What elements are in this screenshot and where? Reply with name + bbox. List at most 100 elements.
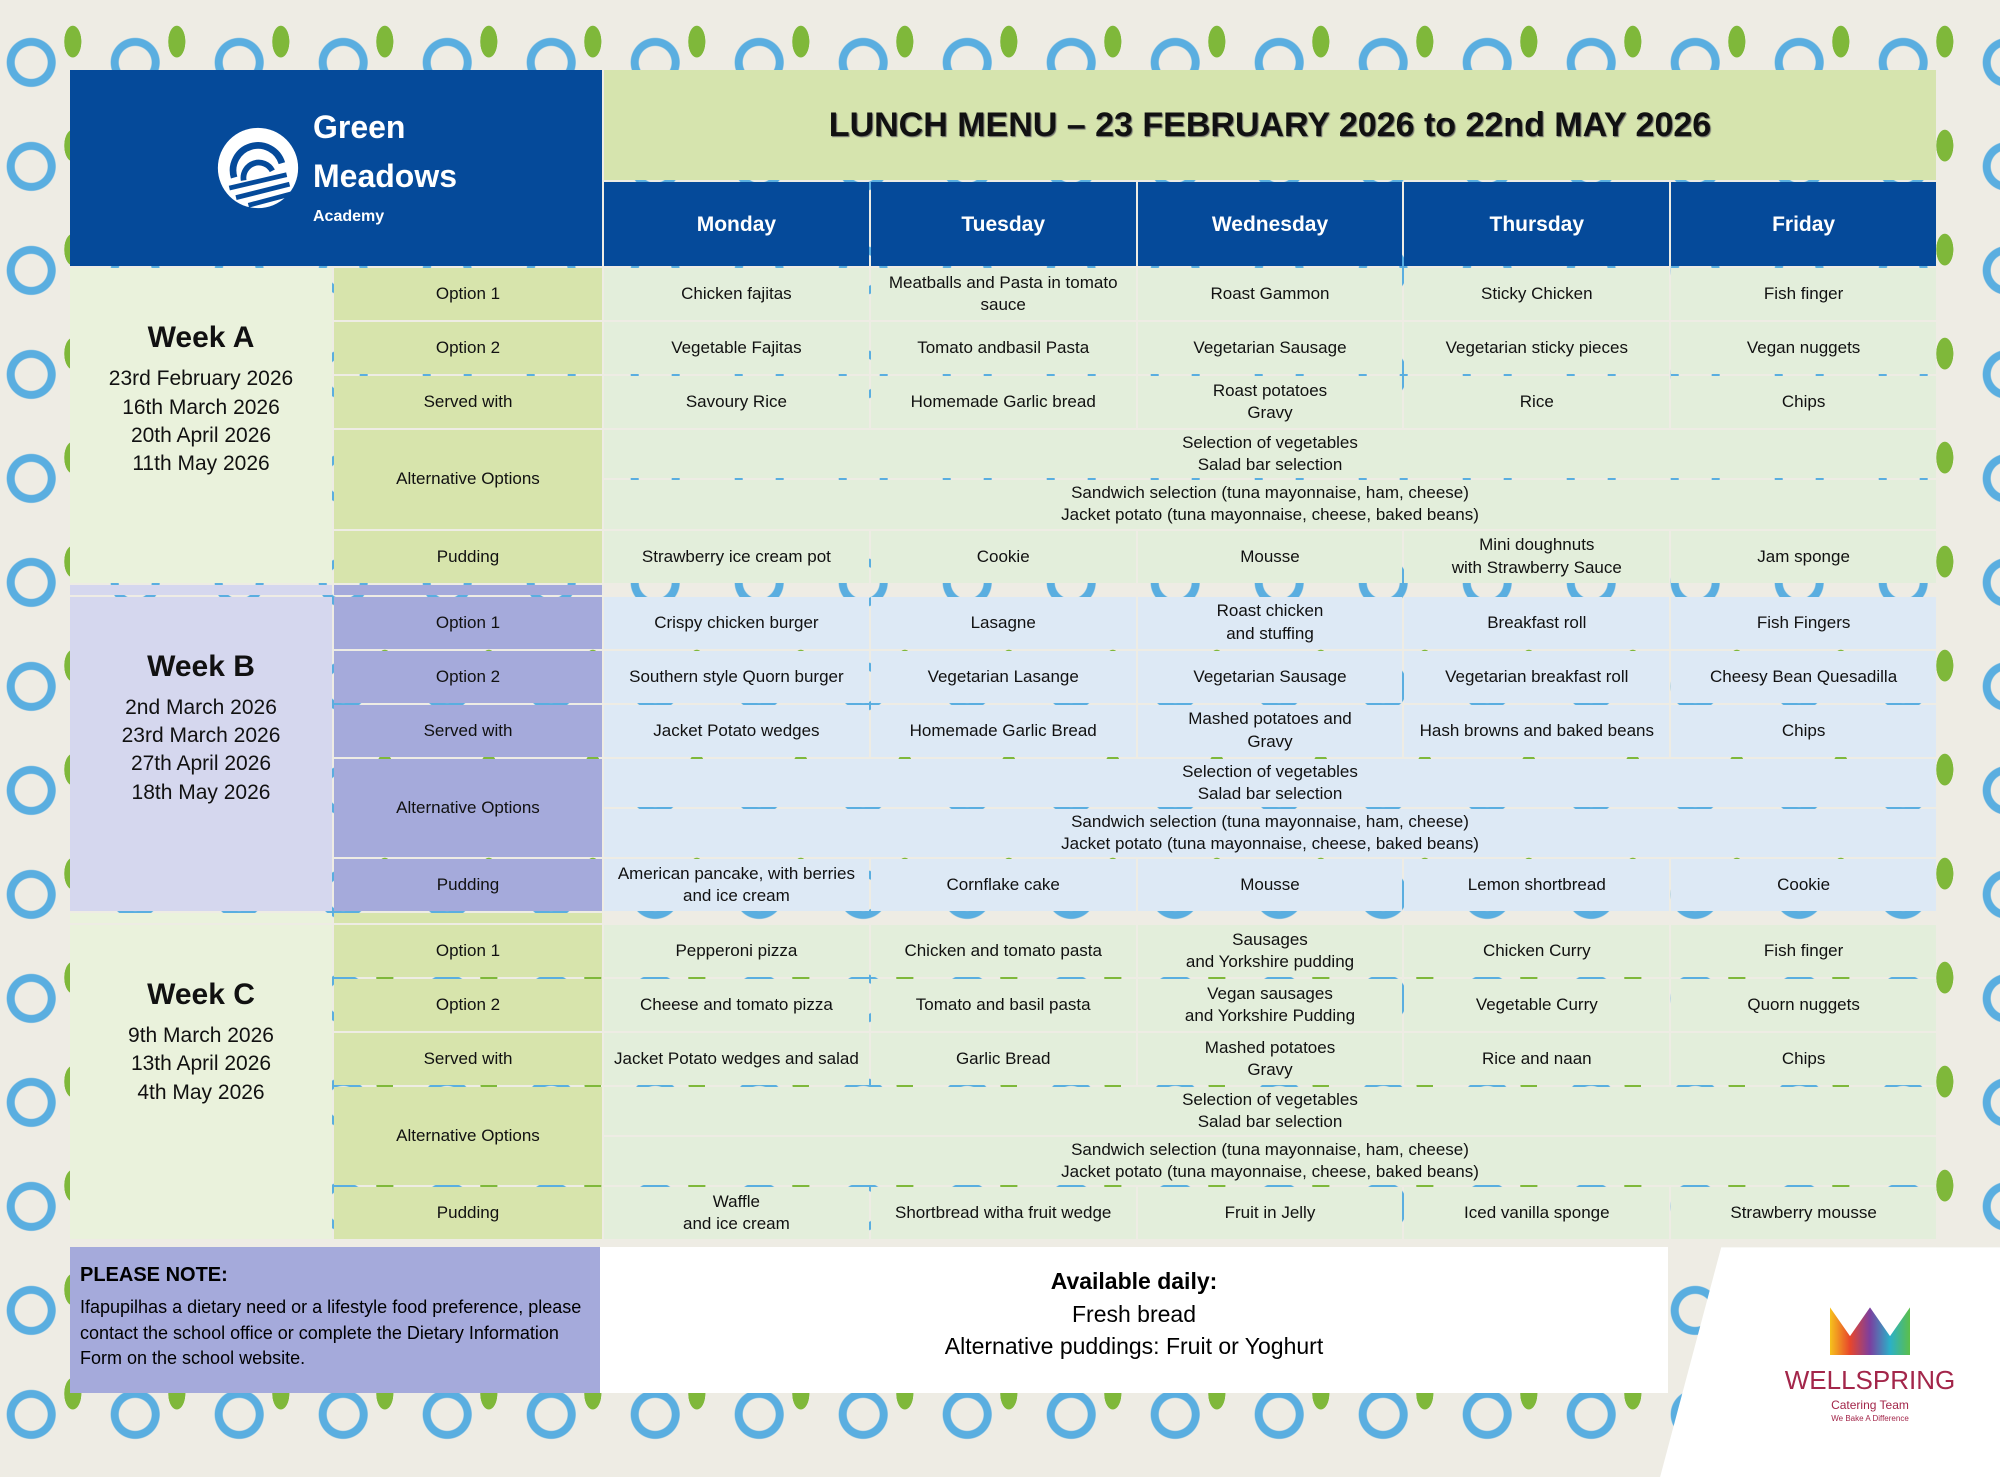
- menu-row: Option 2 Cheese and tomato pizza Tomato an…: [70, 978, 1936, 1031]
- caterer-sub: Catering Team: [1831, 1397, 1909, 1412]
- menu-cell-wednesday: Vegan sausages and Yorkshire Pudding: [1137, 978, 1403, 1031]
- menu-cell-monday: Chicken fajitas: [604, 268, 869, 321]
- week-label-cell: Week C 9th March 2026 13th April 2026 4th M…: [70, 924, 332, 1240]
- menu-row: Sandwich selection (tuna mayonnaise, ham…: [70, 480, 1936, 529]
- menu-row: Sandwich selection (tuna mayonnaise, ham…: [70, 808, 1936, 857]
- alternative-options-cell: Selection of vegetables Salad bar select…: [604, 430, 1936, 479]
- menu-cell-monday: Jacket Potato wedges and salad: [604, 1032, 869, 1085]
- daily-line-2: Alternative puddings: Fruit or Yoghurt: [944, 1332, 1324, 1359]
- alternative-options-cell: Sandwich selection (tuna mayonnaise, ham…: [604, 808, 1936, 857]
- week-spacer: [70, 584, 1936, 595]
- week-date: 16th March 2026: [122, 395, 280, 419]
- menu-cell-tuesday: Tomato and basil pasta: [870, 978, 1136, 1031]
- row-label-pudding: Pudding: [334, 858, 602, 911]
- please-note-box: PLEASE NOTE: Ifapupilhas a dietary need …: [70, 1247, 600, 1394]
- menu-cell-thursday: Rice: [1404, 376, 1670, 429]
- menu-cell-wednesday: Roast Gammon: [1137, 268, 1403, 321]
- row-label-option2: Option 2: [334, 650, 602, 703]
- notes-text: Ifapupilhas a dietary need or a lifestyl…: [80, 1297, 582, 1368]
- menu-cell-wednesday: Vegetarian Sausage: [1137, 322, 1403, 375]
- menu-footer: PLEASE NOTE: Ifapupilhas a dietary need …: [70, 1247, 2000, 1477]
- row-label-option2: Option 2: [334, 322, 602, 375]
- menu-cell-wednesday: Mashed potatoes Gravy: [1137, 1032, 1403, 1085]
- menu-cell-friday: Vegan nuggets: [1671, 322, 1936, 375]
- row-label-pudding: Pudding: [334, 1187, 602, 1240]
- menu-cell-tuesday: Cookie: [870, 530, 1136, 583]
- menu-row: Served with Savoury Rice Homemade Garlic b…: [70, 376, 1936, 429]
- menu-cell-thursday: Rice and naan: [1404, 1032, 1670, 1085]
- menu-row: Option 2 Southern style Quorn burger Veget…: [70, 650, 1936, 703]
- menu-cell-monday: Pepperoni pizza: [604, 924, 869, 977]
- menu-row: Pudding Waffle and ice cream Shortbread wi…: [70, 1187, 1936, 1240]
- spacer-cell: [604, 913, 1936, 923]
- menu-cell-monday: Southern style Quorn burger: [604, 650, 869, 703]
- menu-cell-tuesday: Homemade Garlic Bread: [870, 704, 1136, 757]
- caterer-name: WELLSPRING: [1784, 1365, 1956, 1396]
- menu-cell-thursday: Iced vanilla sponge: [1404, 1187, 1670, 1240]
- menu-cell-friday: Fish finger: [1671, 924, 1936, 977]
- row-label-option1: Option 1: [334, 596, 602, 649]
- meadows-logo-icon: [217, 127, 299, 209]
- available-daily-box: Available daily: Fresh bread Alternative…: [600, 1247, 1668, 1394]
- menu-cell-friday: Chips: [1671, 1032, 1936, 1085]
- menu-cell-wednesday: Sausages and Yorkshire pudding: [1137, 924, 1403, 977]
- menu-cell-tuesday: Vegetarian Lasange: [870, 650, 1136, 703]
- row-label-alternatives: Alternative Options: [334, 1086, 602, 1186]
- menu-cell-monday: Cheese and tomato pizza: [604, 978, 869, 1031]
- menu-row: Sandwich selection (tuna mayonnaise, ham…: [70, 1137, 1936, 1186]
- menu-row: Served with Jacket Potato wedges Homemade …: [70, 704, 1936, 757]
- menu-cell-friday: Chips: [1671, 704, 1936, 757]
- logo-text-green: Green: [312, 109, 406, 146]
- day-header-tuesday: Tuesday: [870, 182, 1136, 267]
- menu-cell-thursday: Sticky Chicken: [1404, 268, 1670, 321]
- notes-heading: PLEASE NOTE:: [80, 1264, 228, 1287]
- row-label-served: Served with: [334, 704, 602, 757]
- week-date: 9th March 2026: [128, 1023, 274, 1047]
- logo-text-academy: Academy: [312, 208, 385, 226]
- menu-cell-wednesday: Mashed potatoes and Gravy: [1137, 704, 1403, 757]
- row-label-served: Served with: [334, 1032, 602, 1085]
- menu-cell-tuesday: Homemade Garlic bread: [870, 376, 1136, 429]
- menu-cell-monday: Waffle and ice cream: [604, 1187, 869, 1240]
- menu-cell-thursday: Lemon shortbread: [1404, 858, 1670, 911]
- row-label-option1: Option 1: [334, 268, 602, 321]
- menu-cell-thursday: Vegetarian sticky pieces: [1404, 322, 1670, 375]
- alternative-options-cell: Selection of vegetables Salad bar select…: [604, 1086, 1936, 1136]
- week-date: 20th April 2026: [130, 423, 272, 447]
- week-name: Week B: [147, 649, 255, 683]
- menu-row: Week C 9th March 2026 13th April 2026 4th M…: [70, 924, 1936, 1240]
- menu-cell-tuesday: Lasagne: [870, 596, 1136, 649]
- week-date: 23rd March 2026: [121, 723, 281, 747]
- menu-cell-monday: Savoury Rice: [604, 376, 869, 429]
- menu-row: Week A 23rd February 2026 16th March 2026 2…: [70, 268, 1936, 583]
- menu-cell-wednesday: Mousse: [1137, 858, 1403, 911]
- menu-row: Option 2 Vegetable Fajitas Tomato andbasil…: [70, 322, 1936, 375]
- week-date: 2nd March 2026: [125, 695, 277, 719]
- week-spacer: [70, 912, 1936, 923]
- menu-row: Alternative Options Selection of vegetabl…: [70, 430, 1936, 529]
- week-name: Week C: [147, 977, 255, 1011]
- week-date: 27th April 2026: [130, 752, 272, 776]
- menu-row: Served with Jacket Potato wedges and sala…: [70, 1032, 1936, 1085]
- menu-cell-friday: Fish finger: [1671, 268, 1936, 321]
- row-label-pudding: Pudding: [334, 530, 602, 583]
- week-name: Week A: [147, 321, 255, 355]
- day-header-friday: Friday: [1671, 182, 1936, 267]
- week-date: 13th April 2026: [130, 1052, 272, 1076]
- spacer-cell: [334, 584, 602, 595]
- menu-cell-tuesday: Shortbread witha fruit wedge: [870, 1187, 1136, 1240]
- menu-cell-friday: Jam sponge: [1671, 530, 1936, 583]
- menu-cell-tuesday: Cornflake cake: [870, 858, 1136, 911]
- menu-title: LUNCH MENU – 23 FEBRUARY 2026 to 22nd MA…: [604, 70, 1936, 181]
- row-label-served: Served with: [334, 376, 602, 429]
- week-date: 11th May 2026: [132, 452, 270, 476]
- lunch-menu: Green Meadows Academy LUNCH MENU – 23 FE…: [70, 70, 2000, 1477]
- menu-cell-friday: Cookie: [1671, 858, 1936, 911]
- alternative-options-cell: Sandwich selection (tuna mayonnaise, ham…: [604, 1137, 1936, 1186]
- menu-cell-monday: American pancake, with berries and ice c…: [604, 858, 869, 911]
- menu-cell-monday: Crispy chicken burger: [604, 596, 869, 649]
- week-date: 23rd February 2026: [108, 367, 294, 391]
- menu-cell-monday: Strawberry ice cream pot: [604, 530, 869, 583]
- spacer-cell: [70, 912, 332, 923]
- alternative-options-cell: Selection of vegetables Salad bar select…: [604, 758, 1936, 807]
